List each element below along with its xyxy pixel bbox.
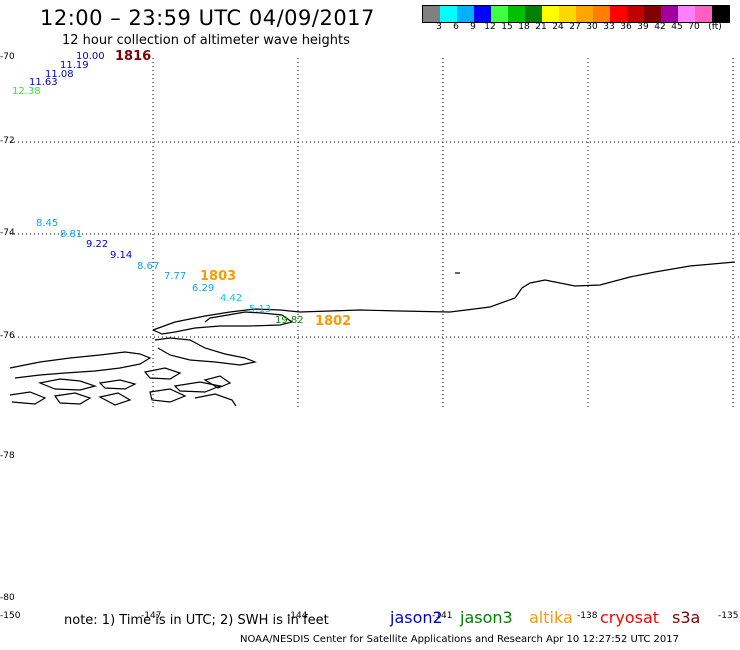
swh-observation: 8.81 — [60, 229, 83, 240]
color-swatch — [508, 6, 525, 22]
swh-observation: 9.14 — [110, 250, 133, 261]
color-scale-label: 3 — [436, 22, 442, 32]
swh-observation: 11.19 — [60, 60, 89, 71]
color-swatch — [457, 6, 474, 22]
credit-line: NOAA/NESDIS Center for Satellite Applica… — [240, 634, 679, 645]
lon-label: -147 — [141, 611, 162, 621]
pass-time-label: 1816 — [115, 49, 152, 64]
color-scale-label: 70 — [688, 22, 700, 32]
color-scale-label: 18 — [518, 22, 530, 32]
lat-label: -76 — [0, 331, 15, 341]
legend-jason3: jason3 — [460, 608, 513, 627]
color-scale-label: 30 — [586, 22, 598, 32]
lon-label: -144 — [287, 611, 308, 621]
lon-label: -135 — [718, 611, 739, 621]
color-swatch — [525, 6, 542, 22]
color-swatch — [542, 6, 559, 22]
color-swatch — [644, 6, 661, 22]
page-subtitle: 12 hour collection of altimeter wave hei… — [62, 33, 350, 48]
swh-observation: 10.00 — [76, 51, 105, 62]
color-scale-label: 33 — [603, 22, 615, 32]
graticule — [10, 58, 740, 408]
legend-jason2: jason2 — [390, 608, 443, 627]
color-swatch — [474, 6, 491, 22]
swh-observation: 19.82 — [275, 315, 304, 326]
color-scale-label: 24 — [552, 22, 564, 32]
color-scale-label: 21 — [535, 22, 547, 32]
color-swatch — [423, 6, 440, 22]
color-scale-label: 36 — [620, 22, 632, 32]
plot-frame — [10, 58, 738, 608]
lon-label: -141 — [432, 611, 453, 621]
legend-s3a: s3a — [672, 608, 701, 627]
swh-observation: 8.67 — [137, 261, 160, 272]
color-swatch — [491, 6, 508, 22]
lon-label: -138 — [577, 611, 598, 621]
color-swatch — [627, 6, 644, 22]
swh-observation: 8.45 — [36, 218, 59, 229]
units-note: note: 1) Time is in UTC; 2) SWH is in fe… — [64, 613, 329, 628]
color-swatch — [661, 6, 678, 22]
pass-time-label: 1803 — [200, 269, 237, 284]
color-scale-label: (ft) — [708, 22, 722, 32]
color-swatch — [576, 6, 593, 22]
color-swatch — [593, 6, 610, 22]
swh-observation: 7.77 — [164, 271, 187, 282]
color-swatch — [712, 6, 729, 22]
color-scale-label: 39 — [637, 22, 649, 32]
swh-observation: 11.63 — [29, 77, 58, 88]
color-scale-label: 42 — [654, 22, 666, 32]
lat-label: -80 — [0, 593, 15, 603]
color-scale-label: 15 — [501, 22, 513, 32]
color-scale-label: 9 — [470, 22, 476, 32]
color-swatch — [695, 6, 712, 22]
pass-time-label: 1802 — [315, 314, 352, 329]
color-scale-label: 27 — [569, 22, 581, 32]
swh-observation: 6.29 — [192, 283, 215, 294]
lon-label: -150 — [0, 611, 21, 621]
lat-label: -74 — [0, 228, 15, 238]
lat-label: -72 — [0, 136, 15, 146]
swh-observation: 9.22 — [86, 239, 109, 250]
legend-cryosat: cryosat — [600, 608, 660, 627]
page-title: 12:00 – 23:59 UTC 04/09/2017 — [40, 6, 375, 30]
color-scale-label: 12 — [484, 22, 496, 32]
lat-label: -70 — [0, 52, 15, 62]
swh-observation: 5.13 — [249, 304, 272, 315]
color-swatch — [559, 6, 576, 22]
swh-observation: 11.08 — [45, 69, 74, 80]
color-scale-bar — [422, 5, 730, 23]
swh-observation: 4.42 — [220, 293, 243, 304]
lat-label: -78 — [0, 451, 15, 461]
color-swatch — [610, 6, 627, 22]
coastline — [9, 261, 736, 407]
swh-observation: 12.38 — [12, 86, 41, 97]
color-swatch — [678, 6, 695, 22]
color-scale-label: 45 — [671, 22, 683, 32]
color-swatch — [440, 6, 457, 22]
legend-altika: altika — [529, 608, 573, 627]
color-scale-label: 6 — [453, 22, 459, 32]
